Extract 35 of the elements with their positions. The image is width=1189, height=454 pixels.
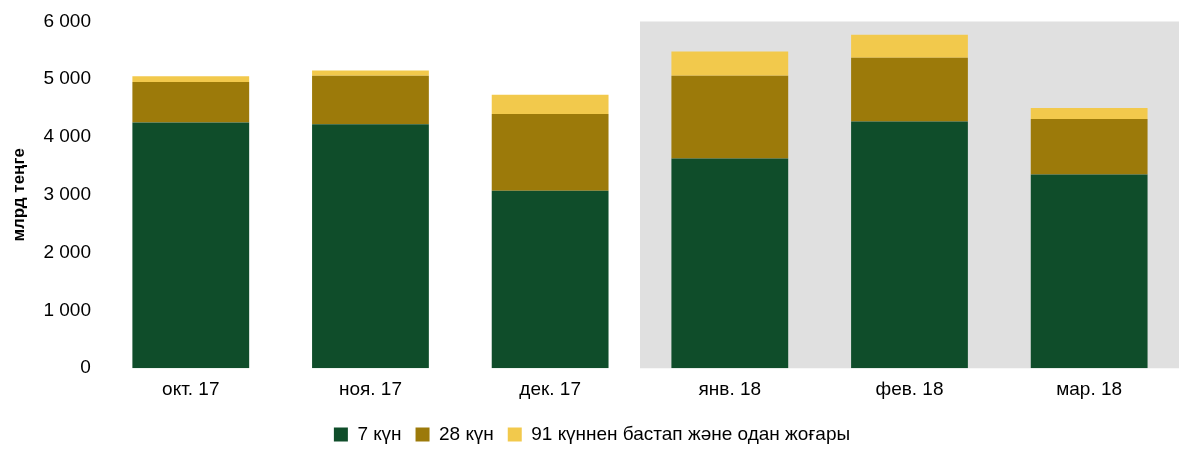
y-tick-label: 1 000: [43, 298, 91, 320]
x-tick-label: ноя. 17: [338, 377, 402, 399]
bar: [491, 94, 609, 114]
legend-label: 7 күн: [357, 422, 402, 444]
bar: [671, 51, 789, 76]
bar: [671, 158, 789, 369]
bar: [132, 122, 250, 369]
bar: [851, 34, 968, 58]
legend-label: 91 күннен бастап және одан жоғары: [531, 422, 851, 444]
y-tick-label: 3 000: [43, 183, 91, 205]
bar: [1030, 174, 1148, 369]
y-tick-label: 2 000: [43, 240, 91, 262]
bar: [312, 124, 429, 369]
y-axis-title: млрд теңге: [8, 148, 28, 242]
bar: [671, 75, 789, 159]
bar: [312, 70, 429, 76]
x-tick-label: окт. 17: [162, 377, 220, 399]
bar: [1030, 108, 1148, 120]
y-tick-label: 4 000: [43, 125, 91, 147]
x-tick-label: янв. 18: [698, 377, 762, 399]
bar: [1030, 119, 1148, 175]
bar: [132, 76, 250, 83]
bar: [851, 57, 968, 122]
y-tick-label: 6 000: [43, 9, 91, 31]
bar: [132, 82, 250, 123]
bar: [851, 121, 968, 369]
y-tick-label: 5 000: [43, 67, 91, 89]
x-tick-label: дек. 17: [519, 377, 581, 399]
bar: [312, 75, 429, 125]
x-tick-label: мар. 18: [1056, 377, 1123, 399]
bar: [491, 113, 609, 191]
x-tick-label: фев. 18: [875, 377, 944, 399]
legend-label: 28 күн: [439, 422, 494, 444]
y-tick-label: 0: [80, 356, 91, 378]
bar: [491, 190, 609, 369]
